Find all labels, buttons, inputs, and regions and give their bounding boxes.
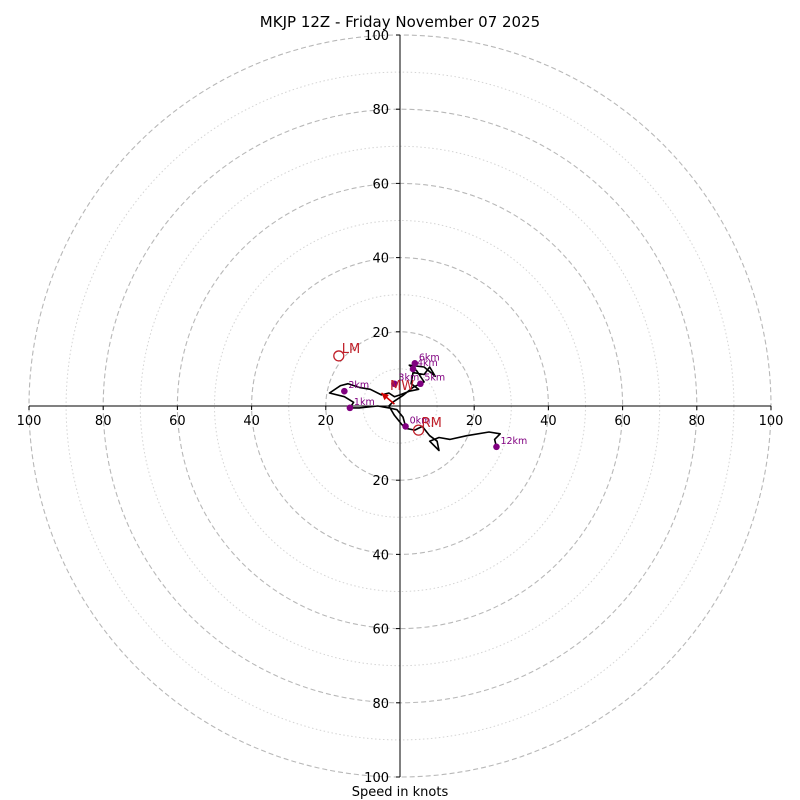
- height-marker-label: 12km: [500, 436, 527, 447]
- x-axis-label: Speed in knots: [352, 785, 449, 800]
- height-marker-label: 3km: [398, 373, 419, 384]
- storm-motion-group: LM MW RM: [333, 342, 442, 436]
- x-tick-label: 20: [318, 414, 335, 429]
- y-tick-label: 80: [372, 103, 389, 118]
- y-tick-label: 100: [364, 29, 389, 44]
- height-marker-dot: [417, 380, 424, 388]
- y-tick-label: 60: [372, 623, 389, 638]
- y-tick-label: 40: [372, 252, 389, 267]
- height-marker-label: 0km: [410, 415, 431, 426]
- height-marker-dot: [409, 365, 417, 373]
- y-tick-label: 20: [372, 474, 389, 489]
- axes-group: [29, 35, 771, 777]
- height-marker-label: 5km: [424, 373, 445, 384]
- height-marker-dot: [346, 404, 354, 412]
- storm-motion-label: RM: [422, 416, 442, 431]
- height-marker-dot: [493, 443, 500, 451]
- hodograph-line: [328, 364, 502, 452]
- height-marker-group: 0km 1km 2km 3km 4km 5km 6km 12km: [341, 352, 527, 451]
- height-marker-label: 2km: [348, 380, 369, 391]
- chart-title: MKJP 12Z - Friday November 07 2025: [260, 13, 540, 31]
- y-tick-label: 60: [372, 177, 389, 192]
- hodograph-trace-group: [328, 364, 502, 452]
- y-tick-label: 100: [364, 771, 389, 786]
- storm-motion-label: LM: [342, 342, 360, 357]
- tick-label-group: 100 80 60 40 20 20 40 60 80 100 100 80 60 40 20 20 40 60 8…: [17, 29, 784, 786]
- y-tick-label: 20: [372, 326, 389, 341]
- storm-motion-label: MW: [390, 379, 414, 394]
- y-tick-label: 80: [372, 697, 389, 712]
- x-tick-label: 60: [614, 414, 631, 429]
- x-tick-label: 60: [169, 414, 186, 429]
- x-tick-label: 80: [689, 414, 706, 429]
- storm-motion-marker: [412, 424, 425, 436]
- x-tick-label: 20: [466, 414, 483, 429]
- x-tick-label: 100: [17, 414, 42, 429]
- x-tick-label: 80: [95, 414, 112, 429]
- x-tick-label: 40: [540, 414, 557, 429]
- height-marker-label: 1km: [354, 397, 375, 408]
- storm-motion-marker: [333, 350, 345, 362]
- shear-arrow-head: [381, 393, 389, 401]
- height-marker-dot: [411, 360, 419, 367]
- height-marker-label: 6km: [419, 352, 440, 363]
- height-marker-dot: [391, 380, 398, 388]
- height-marker-label: 4km: [417, 358, 438, 369]
- x-tick-label: 100: [759, 414, 784, 429]
- height-marker-dot: [402, 423, 409, 430]
- y-tick-label: 40: [372, 548, 389, 563]
- x-tick-label: 40: [243, 414, 260, 429]
- height-marker-dot: [341, 387, 348, 395]
